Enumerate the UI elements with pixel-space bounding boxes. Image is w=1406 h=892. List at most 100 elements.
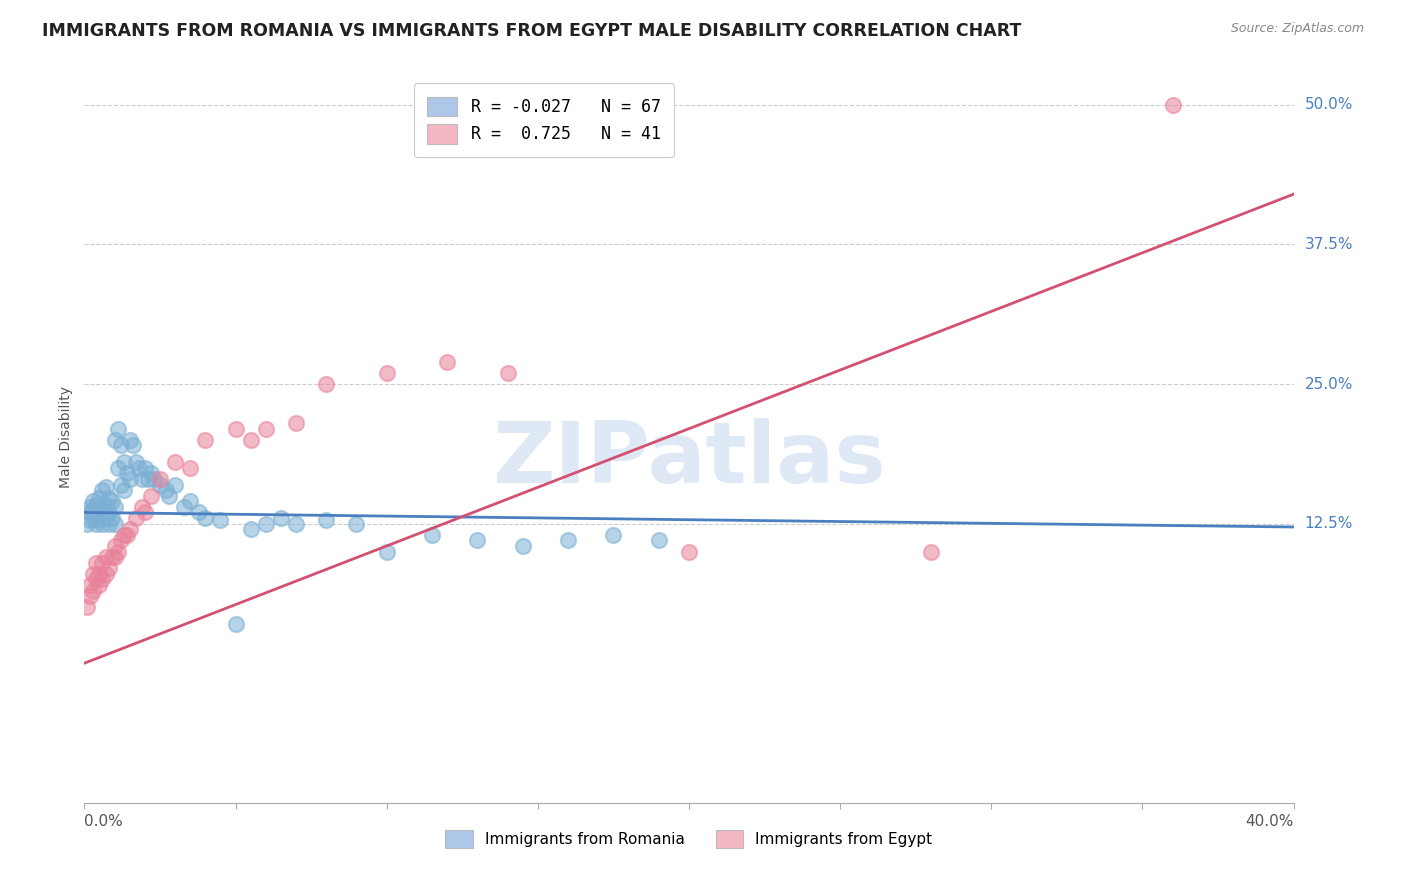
Point — [149, 477, 172, 491]
Point — [110, 438, 132, 452]
Point — [91, 483, 114, 497]
Point — [112, 455, 135, 469]
Point — [602, 528, 624, 542]
Point — [110, 477, 132, 491]
Text: 37.5%: 37.5% — [1305, 237, 1353, 252]
Point — [557, 533, 579, 548]
Point — [125, 455, 148, 469]
Text: 12.5%: 12.5% — [1305, 516, 1353, 531]
Point — [194, 511, 217, 525]
Point — [104, 539, 127, 553]
Point — [194, 433, 217, 447]
Point — [139, 489, 162, 503]
Point — [512, 539, 534, 553]
Point — [79, 589, 101, 603]
Point — [76, 516, 98, 531]
Point — [89, 578, 111, 592]
Point — [225, 617, 247, 632]
Text: 0.0%: 0.0% — [84, 814, 124, 829]
Point — [89, 513, 111, 527]
Point — [128, 460, 150, 475]
Point — [467, 533, 489, 548]
Point — [79, 513, 101, 527]
Point — [121, 438, 143, 452]
Point — [104, 550, 127, 565]
Point — [920, 544, 942, 558]
Point — [648, 533, 671, 548]
Point — [254, 422, 277, 436]
Point — [91, 573, 114, 587]
Point — [375, 366, 398, 380]
Point — [209, 513, 232, 527]
Point — [239, 433, 262, 447]
Point — [225, 422, 247, 436]
Point — [82, 494, 104, 508]
Point — [115, 467, 138, 481]
Point — [112, 483, 135, 497]
Point — [86, 508, 108, 523]
Point — [91, 516, 114, 531]
Point — [165, 455, 187, 469]
Point — [142, 472, 165, 486]
Point — [436, 354, 458, 368]
Y-axis label: Male Disability: Male Disability — [59, 386, 73, 488]
Point — [94, 498, 117, 512]
Point — [131, 500, 153, 514]
Point — [188, 506, 211, 520]
Point — [97, 516, 120, 531]
Point — [79, 500, 101, 514]
Point — [97, 506, 120, 520]
Point — [118, 433, 141, 447]
Point — [100, 550, 122, 565]
Point — [420, 528, 443, 542]
Point — [86, 498, 108, 512]
Point — [107, 544, 129, 558]
Point — [678, 544, 700, 558]
Point — [91, 556, 114, 570]
Point — [89, 491, 111, 505]
Point — [173, 500, 195, 514]
Point — [115, 528, 138, 542]
Point — [149, 472, 172, 486]
Text: 25.0%: 25.0% — [1305, 376, 1353, 392]
Point — [118, 522, 141, 536]
Point — [86, 516, 108, 531]
Text: Source: ZipAtlas.com: Source: ZipAtlas.com — [1230, 22, 1364, 36]
Point — [79, 506, 101, 520]
Point — [139, 467, 162, 481]
Point — [107, 460, 129, 475]
Point — [86, 556, 108, 570]
Point — [285, 416, 308, 430]
Point — [76, 600, 98, 615]
Point — [104, 516, 127, 531]
Point — [118, 472, 141, 486]
Point — [179, 494, 201, 508]
Point — [104, 500, 127, 514]
Point — [136, 472, 159, 486]
Point — [94, 511, 117, 525]
Point — [125, 511, 148, 525]
Point — [89, 502, 111, 516]
Legend: Immigrants from Romania, Immigrants from Egypt: Immigrants from Romania, Immigrants from… — [439, 824, 939, 854]
Point — [97, 561, 120, 575]
Point — [94, 480, 117, 494]
Point — [89, 566, 111, 581]
Point — [82, 502, 104, 516]
Point — [155, 483, 177, 497]
Point — [165, 477, 187, 491]
Point — [134, 506, 156, 520]
Point — [375, 544, 398, 558]
Point — [91, 500, 114, 514]
Point — [110, 533, 132, 548]
Point — [315, 377, 337, 392]
Text: 50.0%: 50.0% — [1305, 97, 1353, 112]
Point — [82, 583, 104, 598]
Point — [270, 511, 292, 525]
Point — [100, 494, 122, 508]
Point — [254, 516, 277, 531]
Point — [285, 516, 308, 531]
Point — [107, 422, 129, 436]
Point — [100, 511, 122, 525]
Point — [82, 566, 104, 581]
Point — [346, 516, 368, 531]
